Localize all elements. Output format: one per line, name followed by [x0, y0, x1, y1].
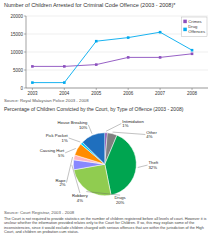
chart-canvas: Number of Children Arrested for Criminal… — [0, 0, 214, 235]
title: Percentage of Children Convicted by the … — [4, 106, 184, 112]
legend-frame — [181, 17, 207, 36]
y-axis-line — [26, 16, 27, 88]
legend-swatch — [183, 28, 187, 32]
leader-line — [138, 165, 148, 167]
point-marker — [31, 81, 34, 84]
title: Number of Children Arrested for Criminal… — [4, 2, 176, 8]
series-line — [32, 32, 192, 82]
pie-slice — [82, 133, 104, 164]
legend-swatch — [183, 20, 187, 24]
legend-label: DrugOffences — [188, 24, 205, 34]
x-tick — [32, 88, 33, 90]
x-tick-label: 2003 — [27, 91, 38, 96]
pie-value-label: 20% — [116, 200, 125, 205]
footnote-line: unclear whether the information provided… — [4, 221, 194, 225]
x-axis-line — [26, 88, 208, 89]
x-tick-label: 2008 — [187, 91, 198, 96]
grid-line — [26, 16, 208, 17]
point-marker — [191, 49, 194, 52]
grid-line — [26, 88, 208, 89]
pie — [73, 133, 136, 196]
leader-line — [88, 125, 92, 134]
pie-value-label: 32% — [149, 165, 158, 170]
leader-line — [113, 132, 146, 134]
leader-line — [86, 192, 120, 196]
footnote-line: Court, and children on probation cum sta… — [4, 230, 79, 234]
pie-labels: Intimidation1%Other4%Theft32%Drugs20%Rob… — [40, 119, 159, 205]
x-tick — [64, 88, 65, 90]
y-tick-label: 20000 — [10, 14, 23, 19]
legend-label-line: Offences — [188, 29, 205, 34]
x-tick — [192, 88, 193, 90]
x-tick — [128, 88, 129, 90]
pie-value-label: 2% — [59, 182, 65, 187]
title-line: Percentage of Children Convicted by the … — [4, 106, 184, 112]
x-tick — [160, 88, 161, 90]
footnote-line: inconsistencies, since it would exclude … — [4, 226, 204, 230]
legend: CrimesDrugOffences — [181, 17, 207, 36]
point-marker — [31, 65, 34, 68]
leader-line — [65, 148, 76, 152]
series-line — [32, 54, 192, 67]
pie-slice — [105, 135, 136, 195]
title-line: Number of Children Arrested for Criminal… — [4, 2, 176, 8]
point-marker — [191, 53, 194, 56]
y-tick-label: 15000 — [10, 32, 23, 37]
point-marker — [95, 40, 98, 43]
leader-line — [106, 124, 121, 132]
point-marker — [159, 31, 162, 34]
grid-line — [26, 70, 208, 71]
legend-label: Crimes — [188, 19, 201, 24]
pie-value-label: 5% — [58, 153, 64, 158]
y-tick-label: 0 — [20, 86, 23, 91]
point-marker — [127, 56, 130, 59]
grid-line — [26, 34, 208, 35]
point-marker — [63, 65, 66, 68]
point-marker — [63, 81, 66, 84]
grid-line — [26, 52, 208, 53]
leader-line — [66, 157, 72, 183]
x-tick-label: 2007 — [155, 91, 166, 96]
plot-data — [31, 31, 193, 84]
pie-value-label: 4% — [77, 198, 83, 203]
source-note: Source: Royal Malaysian Police 2003 - 20… — [4, 98, 89, 103]
y-tick-label: 10000 — [10, 50, 23, 55]
leader-line — [69, 138, 81, 142]
footnote-line: The Court is not required to provide sta… — [4, 217, 206, 221]
x-tick — [96, 88, 97, 90]
pie-value-label: 4% — [146, 134, 152, 139]
point-marker — [95, 63, 98, 66]
pie-value-label: 1% — [122, 123, 128, 128]
axes: 0 5000 10000 15000 20000 2003 2004 2005 2006 2007… — [10, 14, 208, 97]
legend-label-line: Crimes — [188, 19, 201, 24]
x-tick-label: 2004 — [59, 91, 70, 96]
pie-value-label: 10% — [79, 125, 88, 130]
point-marker — [127, 36, 130, 39]
grid — [26, 16, 208, 88]
source-note: Source: Court Registrar, 2003 - 2008 — [4, 210, 75, 215]
y-tick-label: 5000 — [13, 68, 24, 73]
footnote: The Court is not required to provide sta… — [4, 217, 206, 234]
leader-line — [72, 165, 80, 193]
x-tick-label: 2006 — [123, 91, 134, 96]
x-tick-label: 2005 — [91, 91, 102, 96]
pie-value-label: 1% — [62, 138, 68, 143]
point-marker — [159, 56, 162, 59]
